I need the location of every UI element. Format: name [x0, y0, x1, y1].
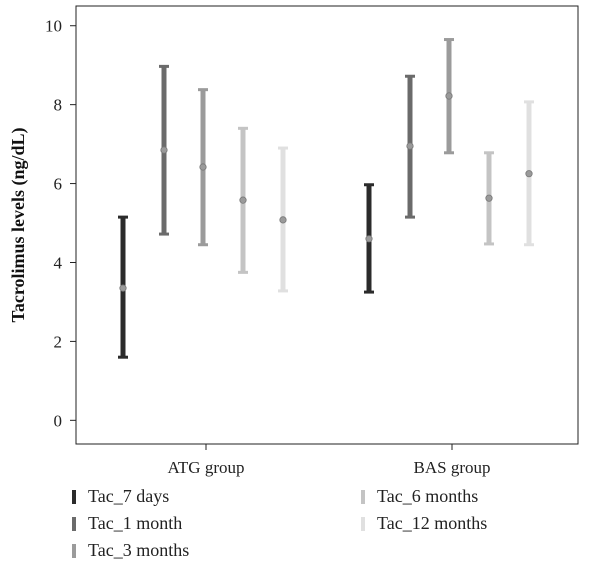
- mean-point: [199, 163, 207, 171]
- error-bar: [405, 74, 415, 219]
- y-tick-label: 2: [54, 332, 63, 351]
- plot-frame: [75, 5, 579, 445]
- y-tick-label: 8: [54, 96, 63, 115]
- legend-item: Tac_1 month: [72, 513, 182, 534]
- x-tick-label: BAS group: [414, 458, 491, 477]
- mean-point: [160, 146, 168, 154]
- error-bar: [364, 183, 374, 294]
- error-bars: [118, 38, 534, 359]
- axes: 0 2 4 6 8 10 ATG group BAS group: [45, 5, 579, 477]
- legend-label: Tac_1 month: [88, 513, 183, 533]
- error-bar: [444, 38, 454, 155]
- legend-label: Tac_12 months: [377, 513, 488, 533]
- y-tick-label: 6: [54, 175, 63, 194]
- legend-swatch: [361, 489, 365, 504]
- mean-point: [525, 170, 533, 178]
- error-bar: [198, 88, 208, 247]
- legend-swatch: [72, 489, 76, 504]
- y-tick-label: 10: [45, 17, 62, 36]
- error-bar: [118, 215, 128, 359]
- mean-point: [406, 142, 414, 150]
- error-bar: [524, 100, 534, 247]
- legend-label: Tac_7 days: [88, 486, 170, 506]
- y-axis-title: Tacrolimus levels (ng/dL): [8, 127, 29, 322]
- mean-point: [445, 92, 453, 100]
- mean-point: [485, 194, 493, 202]
- legend-label: Tac_6 months: [377, 486, 479, 506]
- y-tick-label: 4: [54, 253, 63, 272]
- legend-item: Tac_3 months: [72, 540, 189, 561]
- error-bar: [238, 126, 248, 274]
- mean-point: [365, 235, 373, 243]
- legend-item: Tac_12 months: [361, 513, 487, 534]
- legend-swatch: [72, 516, 76, 531]
- legend-item: Tac_7 days: [72, 486, 169, 507]
- mean-point: [279, 216, 287, 224]
- x-tick-label: ATG group: [168, 458, 245, 477]
- chart: 0 2 4 6 8 10 ATG group BAS group Tacrolimus lev…: [8, 5, 579, 477]
- legend-swatch: [361, 516, 365, 531]
- legend-label: Tac_3 months: [88, 540, 190, 560]
- mean-point: [119, 284, 127, 292]
- error-bar: [159, 64, 169, 236]
- legend-swatch: [72, 543, 76, 558]
- error-bar: [484, 151, 494, 246]
- legend-item: Tac_6 months: [361, 486, 478, 507]
- y-tick-label: 0: [54, 411, 63, 430]
- mean-point: [239, 196, 247, 204]
- error-bar: [278, 146, 288, 293]
